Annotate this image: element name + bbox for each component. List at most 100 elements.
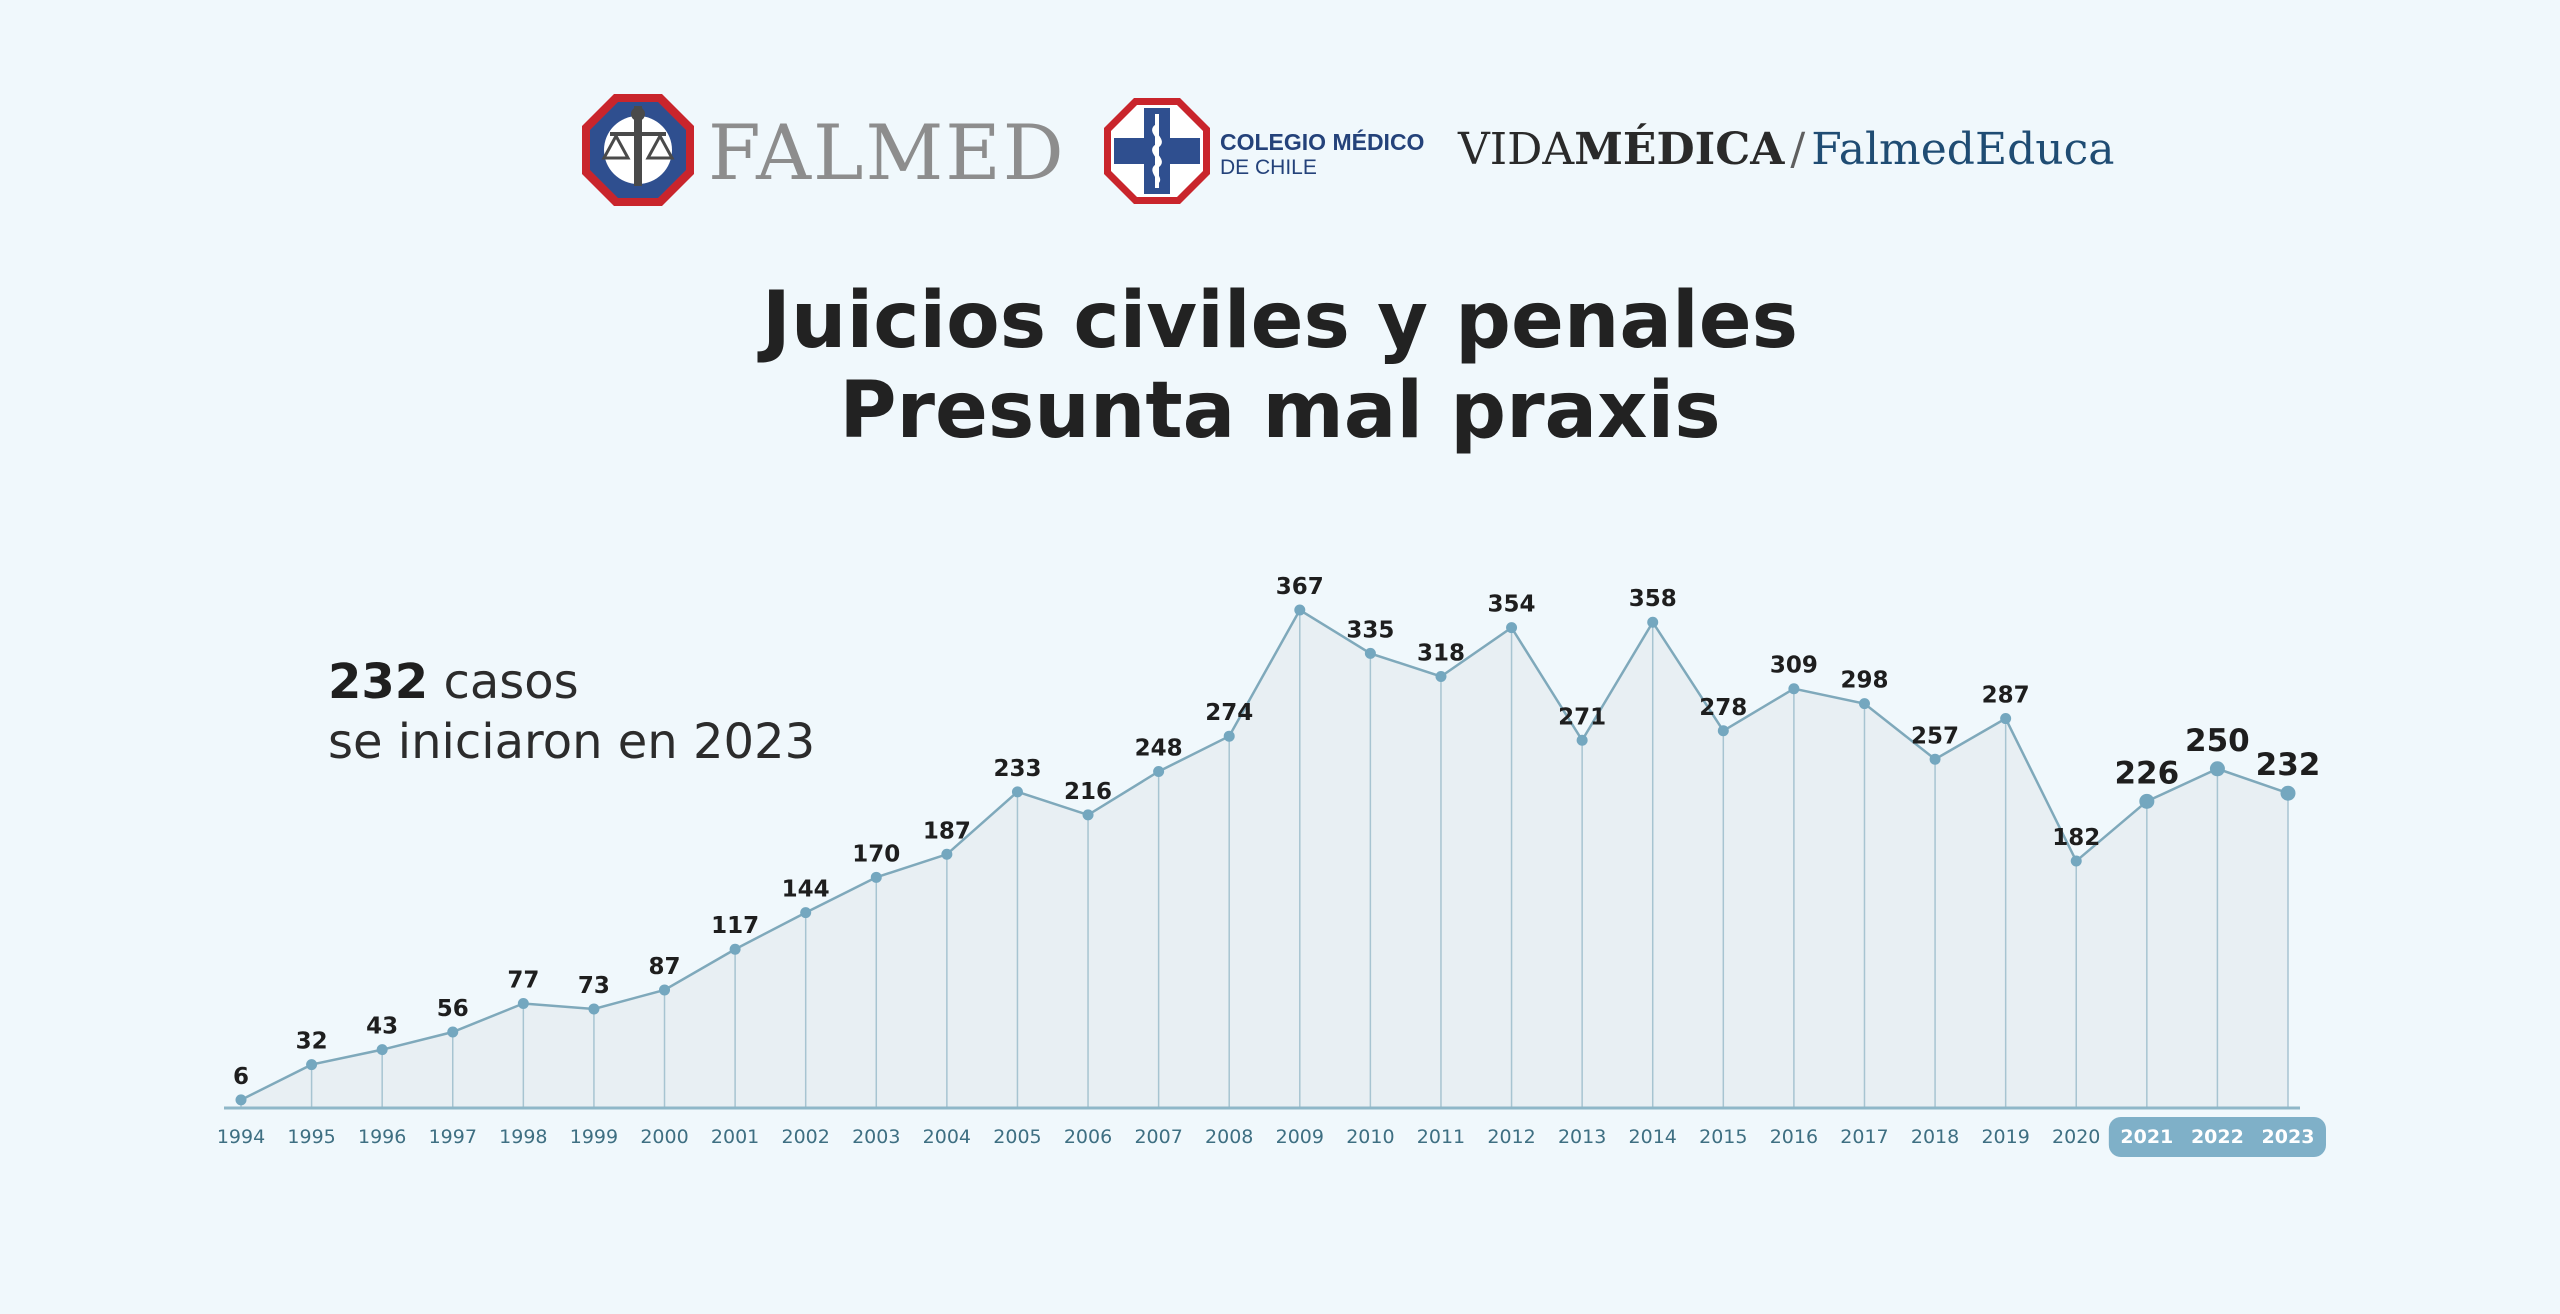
data-point-2010: [1364, 647, 1376, 659]
data-point-2003: [870, 871, 882, 883]
x-tick-2005: 2005: [993, 1126, 1041, 1148]
value-label-2004: 187: [923, 818, 971, 844]
x-tick-2009: 2009: [1276, 1126, 1324, 1148]
data-point-2011: [1435, 670, 1447, 682]
x-tick-1994: 1994: [217, 1126, 265, 1148]
x-tick-1999: 1999: [570, 1126, 618, 1148]
x-tick-2018: 2018: [1911, 1126, 1959, 1148]
x-tick-2000: 2000: [640, 1126, 688, 1148]
colegio-medico-country: DE CHILE: [1220, 156, 1317, 179]
case-count-note: 232 casos se iniciaron en 2023: [328, 652, 815, 772]
x-tick-2013: 2013: [1558, 1126, 1606, 1148]
x-tick-2019: 2019: [1981, 1126, 2029, 1148]
x-tick-2011: 2011: [1417, 1126, 1465, 1148]
value-label-2017: 298: [1840, 668, 1888, 694]
case-count-value: 232: [328, 654, 429, 710]
data-point-2012: [1506, 622, 1518, 634]
value-label-2022: 250: [2185, 723, 2250, 759]
data-point-2008: [1223, 730, 1235, 742]
value-label-2012: 354: [1488, 592, 1536, 618]
value-label-2019: 287: [1982, 683, 2030, 709]
data-point-1996: [376, 1044, 388, 1056]
x-tick-2003: 2003: [852, 1126, 900, 1148]
x-tick-2012: 2012: [1487, 1126, 1535, 1148]
x-tick-2010: 2010: [1346, 1126, 1394, 1148]
falmed-seal-icon: [582, 94, 694, 206]
x-tick-2001: 2001: [711, 1126, 759, 1148]
x-tick-2002: 2002: [782, 1126, 830, 1148]
logo-separator: /: [1790, 124, 1806, 175]
series-line: [240, 608, 2289, 1101]
colegio-medico-name: COLEGIO MÉDICO: [1220, 129, 1425, 155]
vida-wordmark: VIDA: [1458, 124, 1575, 175]
value-label-2016: 309: [1770, 653, 1818, 679]
highlight-band: [2108, 1117, 2326, 1157]
title-line-1: Juicios civiles y penales: [761, 276, 1799, 366]
x-tick-2020: 2020: [2052, 1126, 2100, 1148]
value-label-1998: 77: [507, 968, 539, 994]
x-tick-2006: 2006: [1064, 1126, 1112, 1148]
x-tick-2004: 2004: [923, 1126, 971, 1148]
data-point-1998: [517, 998, 529, 1010]
value-label-1997: 56: [437, 996, 469, 1022]
medica-wordmark: MÉDICA: [1574, 124, 1785, 175]
data-point-2016: [1788, 683, 1800, 695]
value-label-2011: 318: [1417, 640, 1465, 666]
data-point-1999: [588, 1003, 600, 1015]
data-point-2015: [1717, 725, 1729, 737]
value-label-1995: 32: [296, 1029, 328, 1055]
note-line-2: se iniciaron en 2023: [328, 714, 816, 770]
value-label-2021: 226: [2114, 755, 2179, 791]
x-tick-2015: 2015: [1699, 1126, 1747, 1148]
x-tick-1998: 1998: [499, 1126, 547, 1148]
value-label-1996: 43: [366, 1014, 398, 1040]
x-tick-2023: 2023: [2262, 1126, 2315, 1148]
value-label-2000: 87: [649, 954, 681, 980]
data-point-2019: [2000, 713, 2012, 725]
x-tick-2017: 2017: [1840, 1126, 1888, 1148]
value-label-2005: 233: [993, 756, 1041, 782]
page-title: Juicios civiles y penales Presunta mal p…: [0, 276, 2560, 456]
data-point-2004: [941, 848, 953, 860]
value-label-2007: 248: [1135, 735, 1183, 761]
vida-medica-falmededuca-logo: VIDAMÉDICA / FalmedEduca: [1458, 124, 2114, 175]
data-point-2002: [800, 907, 812, 919]
data-point-2021: [2139, 793, 2155, 809]
x-tick-2014: 2014: [1629, 1126, 1677, 1148]
value-label-2023: 232: [2256, 747, 2321, 783]
value-label-1999: 73: [578, 973, 610, 999]
case-count-unit: casos: [428, 654, 579, 710]
value-label-2002: 144: [782, 877, 830, 903]
data-point-2013: [1576, 734, 1588, 746]
data-point-2001: [729, 943, 741, 955]
data-point-1997: [447, 1026, 459, 1038]
value-label-1994: 6: [233, 1064, 249, 1090]
value-label-2013: 271: [1558, 704, 1606, 730]
x-tick-2007: 2007: [1134, 1126, 1182, 1148]
data-point-2006: [1082, 809, 1094, 821]
data-point-2020: [2070, 855, 2082, 867]
data-point-2009: [1294, 604, 1306, 616]
value-label-2018: 257: [1911, 723, 1959, 749]
data-point-1995: [306, 1059, 318, 1071]
value-label-2008: 274: [1205, 700, 1253, 726]
title-line-2: Presunta mal praxis: [839, 366, 1721, 456]
x-tick-2021: 2021: [2120, 1126, 2173, 1148]
data-point-2000: [659, 984, 671, 996]
area-fill: [241, 610, 2288, 1108]
colegio-medico-seal-icon: [1104, 98, 1210, 204]
value-label-2001: 117: [711, 913, 759, 939]
x-tick-1996: 1996: [358, 1126, 406, 1148]
data-point-2017: [1858, 698, 1870, 710]
value-label-2003: 170: [852, 841, 900, 867]
value-label-2014: 358: [1629, 586, 1677, 612]
value-label-2020: 182: [2052, 825, 2100, 851]
x-tick-2008: 2008: [1205, 1126, 1253, 1148]
data-point-2023: [2280, 785, 2296, 801]
falmed-wordmark: FALMED: [708, 108, 1066, 197]
value-label-2015: 278: [1699, 695, 1747, 721]
value-label-2010: 335: [1346, 617, 1394, 643]
data-point-2007: [1153, 765, 1165, 777]
data-point-2014: [1647, 616, 1659, 628]
